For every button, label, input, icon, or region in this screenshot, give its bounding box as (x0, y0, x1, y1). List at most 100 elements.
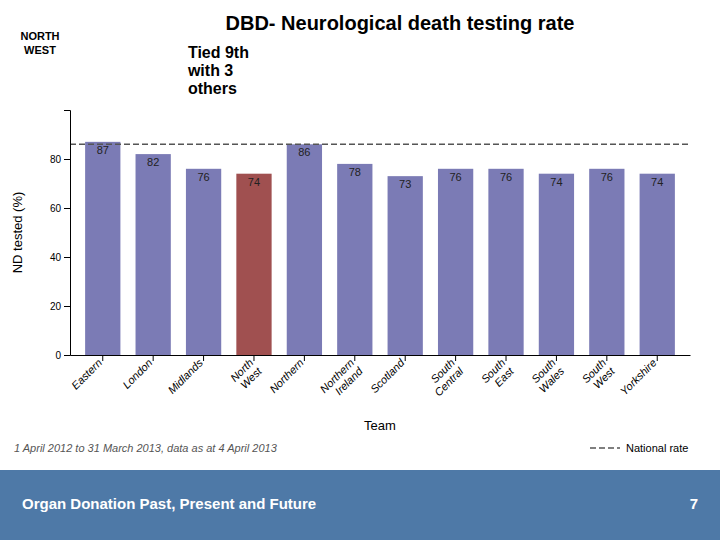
data-label: 74 (550, 176, 562, 188)
y-tick: 0 (55, 350, 70, 361)
x-tick-mark (506, 355, 507, 361)
bar (186, 169, 221, 355)
text-line: others (188, 80, 237, 97)
x-tick-mark (354, 355, 355, 361)
x-tick: SouthWest (579, 355, 617, 394)
annotation: Tied 9thwith 3others (187, 44, 249, 97)
bar (136, 154, 171, 355)
x-tick: London (120, 355, 154, 391)
bar (388, 176, 423, 355)
footnote: 1 April 2012 to 31 March 2013, data as a… (14, 442, 278, 454)
x-tick-label: Yorkshire (618, 356, 659, 397)
text-line: West (238, 364, 265, 391)
x-tick: SouthWales (528, 355, 567, 395)
bar (539, 174, 574, 355)
text-line: with 3 (187, 62, 233, 79)
data-label: 86 (298, 146, 310, 158)
map-label: NORTH (20, 30, 59, 42)
y-tick-mark (64, 355, 70, 356)
x-tick-mark (606, 355, 607, 361)
data-label: 78 (349, 166, 361, 178)
y-tick: 20 (50, 301, 70, 312)
title: DBD- Neurological death testing rate (226, 12, 575, 34)
data-label: 73 (399, 178, 411, 190)
data-label: 76 (500, 171, 512, 183)
y-tick-label: 60 (50, 203, 62, 214)
x-tick-mark (304, 355, 305, 361)
x-tick: Eastern (69, 355, 104, 392)
x-tick-mark (102, 355, 103, 361)
data-label: 76 (449, 171, 461, 183)
bar (85, 142, 120, 355)
bar (236, 174, 271, 355)
y-axis-title: ND tested (%) (10, 192, 25, 274)
x-tick: SouthEast (479, 355, 517, 394)
chart: 87 82 76 74 86 78 73 76 76 74 76 74 0 20 40 60 80 Eastern… (0, 0, 720, 540)
bar (488, 169, 523, 355)
banner-text: Organ Donation Past, Present and Future (22, 495, 316, 512)
y-tick-mark (64, 257, 70, 258)
y-tick: 40 (50, 252, 70, 263)
y-tick-label: 80 (50, 154, 62, 165)
legend-swatch (590, 447, 620, 449)
x-tick-label: Scotland (368, 356, 407, 395)
y-tick-mark (64, 306, 70, 307)
x-tick-label: Northern (267, 356, 306, 395)
x-axis: Eastern London Midlands NorthWestNorthern No… (69, 355, 691, 404)
text-line: Midlands (165, 356, 205, 396)
bar (438, 169, 473, 355)
data-label: 76 (197, 171, 209, 183)
y-tick-label: 0 (55, 350, 61, 361)
x-axis-line (71, 355, 691, 356)
y-axis-line (64, 111, 71, 356)
map-label: WEST (24, 44, 56, 56)
x-tick-label: NorthernIreland (317, 356, 365, 404)
x-tick: Northern (267, 355, 306, 395)
x-tick: NorthernIreland (317, 355, 365, 404)
x-tick-label: London (120, 356, 154, 390)
x-tick: NorthWest (228, 355, 265, 392)
y-tick-label: 20 (50, 301, 62, 312)
data-label: 87 (97, 144, 109, 156)
x-tick-mark (455, 355, 456, 361)
banner-background (0, 470, 720, 540)
bar (589, 169, 624, 355)
x-tick-label: SouthCentral (423, 356, 465, 398)
y-tick-mark (64, 159, 70, 160)
text-line: Ireland (332, 364, 365, 397)
data-label: 74 (651, 176, 663, 188)
bar (640, 174, 675, 355)
data-label: 74 (248, 176, 260, 188)
data-label: 76 (601, 171, 613, 183)
banner: Organ Donation Past, Present and Future7 (0, 470, 720, 540)
x-tick-label: SouthWest (579, 356, 617, 394)
y-axis: 0 20 40 60 80 (50, 111, 71, 361)
x-tick: Scotland (368, 355, 407, 395)
x-tick-label: SouthEast (479, 356, 517, 394)
x-tick: Yorkshire (618, 355, 659, 397)
legend: National rate (590, 442, 688, 454)
annotations: Tied 9thwith 3others NORTH WEST (20, 30, 249, 97)
legend-label: National rate (626, 442, 688, 454)
x-tick-mark (405, 355, 406, 361)
text-line: Eastern (69, 356, 104, 391)
text-line: Yorkshire (618, 356, 659, 397)
x-tick-mark (153, 355, 154, 361)
data-label: 82 (147, 156, 159, 168)
text-line: Scotland (368, 356, 407, 395)
data-labels: 87 82 76 74 86 78 73 76 76 74 76 74 (97, 144, 664, 190)
x-tick-mark (253, 355, 254, 361)
bar (287, 144, 322, 355)
text-line: Northern (267, 356, 306, 395)
text-line: Wales (536, 365, 566, 395)
reference-line (70, 144, 690, 146)
text-line: East (492, 364, 517, 389)
y-tick-mark (64, 208, 70, 209)
x-tick-mark (203, 355, 204, 361)
bar (337, 164, 372, 355)
x-tick-label: SouthWales (528, 356, 567, 395)
text-line: London (120, 356, 154, 390)
y-tick: 60 (50, 203, 70, 214)
x-tick: SouthCentral (423, 355, 465, 398)
text-line: West (591, 364, 618, 391)
